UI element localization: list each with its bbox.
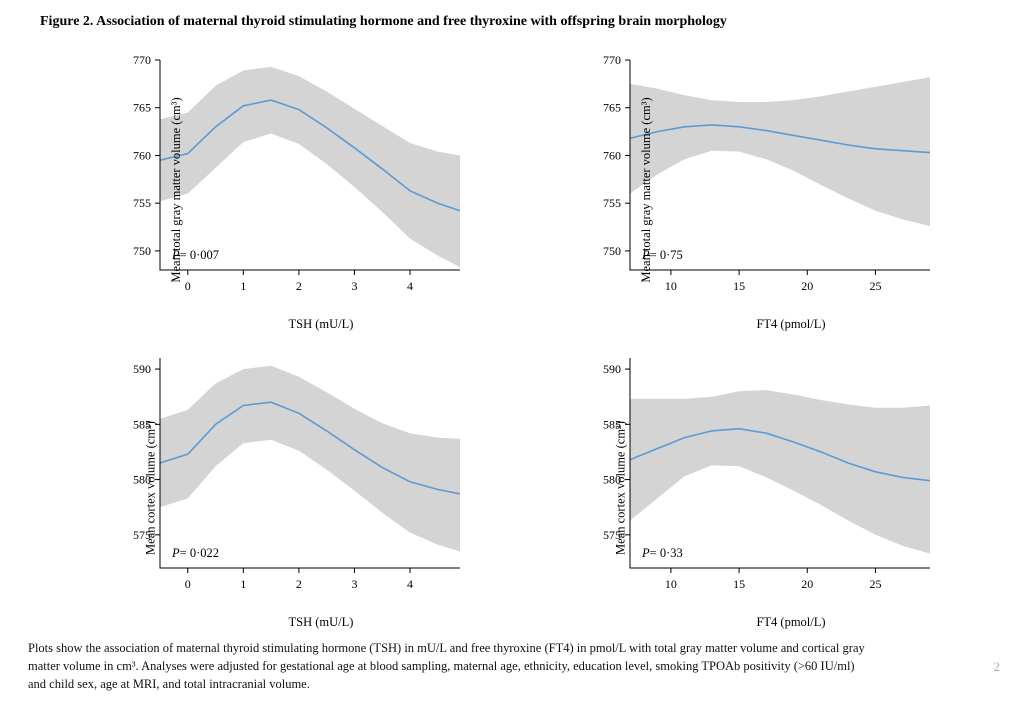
- y-axis-label: Mean cortex volume (cm³): [613, 421, 628, 555]
- ytick-label: 765: [133, 101, 151, 115]
- p-value-label: P= 0·022: [172, 546, 219, 561]
- ytick-label: 755: [603, 196, 621, 210]
- p-value-label: P= 0·007: [172, 248, 219, 263]
- xtick-label: 3: [351, 577, 357, 591]
- figure-title: Figure 2. Association of maternal thyroi…: [40, 14, 727, 30]
- p-value-label: P= 0·75: [642, 248, 683, 263]
- xtick-label: 3: [351, 279, 357, 293]
- xtick-label: 0: [185, 577, 191, 591]
- confidence-band: [160, 67, 460, 267]
- ytick-label: 765: [603, 101, 621, 115]
- figure-caption: Plots show the association of maternal t…: [28, 639, 994, 693]
- xtick-label: 2: [296, 577, 302, 591]
- confidence-band: [630, 77, 930, 226]
- panel-tsh-graymatter: 75075576076577001234Mean total gray matt…: [90, 50, 510, 330]
- xtick-label: 4: [407, 279, 413, 293]
- panel-tsh-cortex: 57558058559001234Mean cortex volume (cm³…: [90, 348, 510, 628]
- xtick-label: 10: [665, 577, 677, 591]
- x-axis-label: TSH (mU/L): [289, 615, 354, 630]
- ytick-label: 750: [133, 244, 151, 258]
- xtick-label: 2: [296, 279, 302, 293]
- panels-grid: 75075576076577001234Mean total gray matt…: [90, 50, 990, 628]
- caption-line-1: Plots show the association of maternal t…: [28, 641, 865, 655]
- caption-line-3: and child sex, age at MRI, and total int…: [28, 677, 310, 691]
- xtick-label: 10: [665, 279, 677, 293]
- ytick-label: 760: [133, 148, 151, 162]
- xtick-label: 25: [869, 577, 881, 591]
- ytick-label: 770: [133, 53, 151, 67]
- xtick-label: 1: [240, 577, 246, 591]
- caption-line-2: matter volume in cm³. Analyses were adju…: [28, 659, 855, 673]
- x-axis-label: FT4 (pmol/L): [756, 615, 825, 630]
- xtick-label: 4: [407, 577, 413, 591]
- confidence-band: [630, 390, 930, 553]
- p-value-label: P= 0·33: [642, 546, 683, 561]
- xtick-label: 1: [240, 279, 246, 293]
- xtick-label: 15: [733, 577, 745, 591]
- ytick-label: 590: [603, 362, 621, 376]
- y-axis-label: Mean cortex volume (cm³): [143, 421, 158, 555]
- chart-svg: 750 755 760 765 770 10 15 20 25: [560, 50, 940, 320]
- chart-svg: 750 755 760 765 770 0 1 2 3 4: [90, 50, 470, 320]
- xtick-label: 20: [801, 279, 813, 293]
- x-axis-label: FT4 (pmol/L): [756, 317, 825, 332]
- confidence-band: [160, 366, 460, 552]
- xtick-label: 0: [185, 279, 191, 293]
- ytick-label: 590: [133, 362, 151, 376]
- x-axis-label: TSH (mU/L): [289, 317, 354, 332]
- panel-ft4-cortex: 57558058559010152025Mean cortex volume (…: [560, 348, 980, 628]
- xtick-label: 20: [801, 577, 813, 591]
- ytick-label: 755: [133, 196, 151, 210]
- panel-ft4-graymatter: 75075576076577010152025Mean total gray m…: [560, 50, 980, 330]
- page-number: 2: [994, 659, 1001, 675]
- ytick-label: 770: [603, 53, 621, 67]
- xtick-label: 25: [869, 279, 881, 293]
- ytick-label: 750: [603, 244, 621, 258]
- xtick-label: 15: [733, 279, 745, 293]
- ytick-label: 760: [603, 148, 621, 162]
